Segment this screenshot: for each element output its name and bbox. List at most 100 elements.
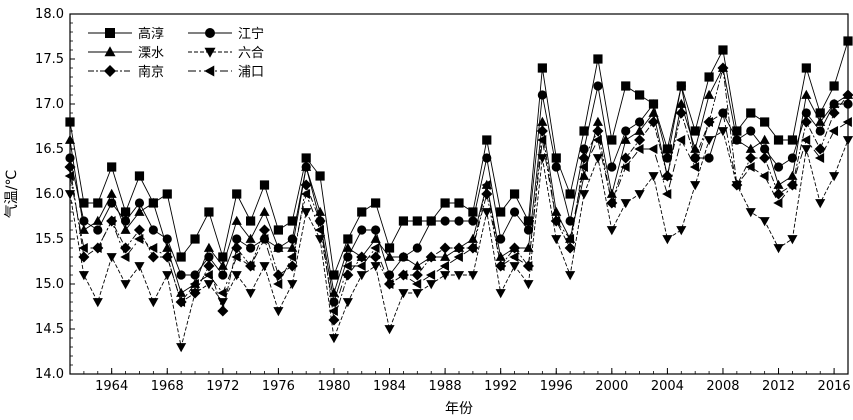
data-point (523, 260, 533, 272)
legend-marker (105, 28, 115, 38)
data-point (231, 271, 242, 281)
data-point (454, 198, 464, 208)
data-point (93, 198, 103, 208)
y-tick-label: 14.0 (35, 367, 64, 382)
data-point (217, 260, 228, 270)
data-point (120, 224, 131, 234)
data-point (384, 325, 395, 335)
data-point (301, 208, 312, 218)
legend-marker (204, 65, 215, 77)
data-point (620, 152, 632, 164)
data-point (523, 216, 534, 226)
data-point (148, 197, 159, 207)
legend-marker (205, 28, 215, 38)
data-point (426, 216, 436, 226)
data-point (286, 260, 298, 272)
data-point (745, 208, 756, 218)
data-point (607, 162, 617, 172)
data-point (412, 243, 422, 253)
data-point (828, 125, 839, 137)
data-point (301, 161, 312, 171)
data-point (759, 134, 770, 144)
data-point (342, 242, 353, 252)
data-point (190, 234, 200, 244)
data-point (398, 289, 409, 299)
data-point (635, 90, 645, 100)
data-point (246, 216, 256, 226)
data-point (634, 125, 645, 135)
data-point (412, 278, 422, 290)
series-line (69, 67, 849, 321)
data-point (634, 143, 644, 155)
data-point (829, 98, 840, 108)
legend-marker (104, 65, 116, 77)
data-point (773, 135, 784, 145)
data-point (662, 144, 672, 154)
data-point (106, 253, 117, 263)
data-point (342, 269, 354, 281)
data-point (607, 135, 617, 145)
data-point (648, 107, 659, 117)
data-point (398, 251, 409, 261)
data-point (634, 134, 646, 146)
data-point (384, 278, 394, 290)
data-point (787, 179, 797, 191)
data-point (259, 206, 270, 216)
data-point (746, 108, 756, 118)
data-point (64, 134, 76, 144)
data-point (801, 134, 811, 146)
data-point (147, 251, 159, 263)
legend-item: 高淳 (88, 26, 164, 42)
data-point (189, 287, 201, 299)
data-point (426, 280, 437, 290)
data-point (148, 242, 158, 254)
data-point (384, 270, 395, 280)
data-point (648, 99, 659, 109)
data-point (107, 162, 117, 172)
data-point (370, 262, 381, 272)
data-point (92, 298, 103, 308)
data-point (259, 233, 269, 245)
data-point (203, 242, 214, 252)
data-point (176, 343, 187, 353)
data-point (648, 172, 659, 182)
x-tick-label: 1964 (95, 379, 128, 394)
data-point (120, 251, 130, 263)
data-point (301, 153, 311, 163)
data-point (425, 251, 437, 263)
data-point (676, 98, 687, 108)
data-point (759, 152, 771, 164)
data-point (815, 199, 826, 209)
data-point (357, 207, 367, 217)
data-point (815, 108, 825, 118)
data-point (78, 251, 90, 263)
data-point (814, 152, 825, 164)
data-point (273, 307, 284, 317)
data-point (203, 269, 213, 281)
data-point (773, 197, 783, 209)
data-point (523, 280, 534, 290)
data-point (496, 234, 506, 244)
data-point (314, 215, 326, 227)
x-tick-label: 2008 (706, 379, 739, 394)
data-point (467, 233, 478, 243)
data-point (78, 242, 88, 254)
series-5 (64, 107, 852, 317)
series-2 (64, 62, 853, 297)
data-point (689, 152, 701, 164)
data-point (662, 235, 673, 245)
data-point (314, 224, 324, 236)
data-point (495, 260, 505, 272)
data-point (551, 162, 561, 172)
legend-item: 江宁 (188, 26, 264, 42)
data-point (120, 280, 131, 290)
data-point (93, 225, 103, 235)
legend-item: 溧水 (88, 46, 164, 61)
data-point (801, 63, 811, 73)
x-tick-label: 1996 (540, 379, 573, 394)
y-tick-label: 17.0 (35, 97, 64, 112)
data-point (231, 251, 241, 263)
